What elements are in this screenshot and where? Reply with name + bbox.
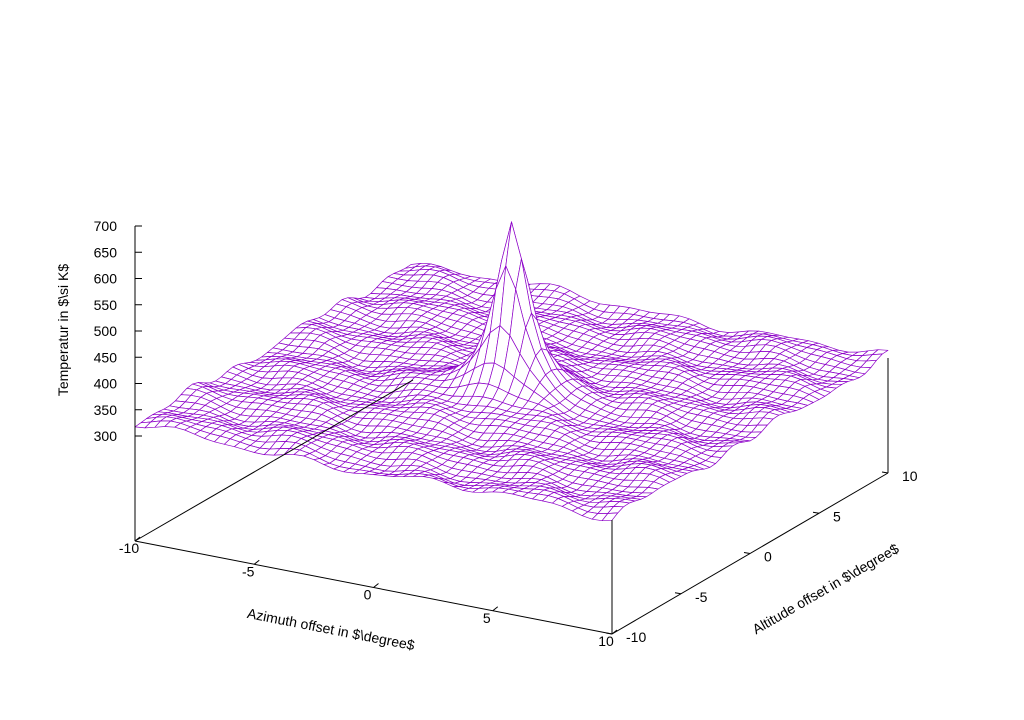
tick-layer: 300 350 400 450 500 550 600 650 700 -10 -5 0 5 10 -10 -… <box>94 218 918 649</box>
y-tick-label: 5 <box>833 508 841 524</box>
x-tick-mark <box>492 606 499 612</box>
x-axis-title: Azimuth offset in $\degree$ <box>246 605 416 653</box>
z-tick-label: 400 <box>94 376 118 392</box>
z-tick-label: 600 <box>94 271 118 287</box>
z-tick-label: 550 <box>94 297 118 313</box>
x-tick-mark <box>611 629 618 635</box>
z-tick-label: 700 <box>94 218 118 234</box>
x-tick-mark <box>134 536 141 542</box>
x-tick-mark <box>373 583 379 588</box>
surface-cell <box>601 512 619 522</box>
y-tick-mark <box>812 511 820 514</box>
y-tick-mark <box>881 471 889 474</box>
y-tick-label: -10 <box>626 629 646 645</box>
floor-back-left-edge <box>134 379 414 542</box>
y-tick-label: -5 <box>695 589 708 605</box>
z-tick-label: 500 <box>94 323 118 339</box>
z-tick-label: 300 <box>94 428 118 444</box>
y-tick-mark <box>743 552 751 554</box>
y-tick-mark <box>674 592 682 595</box>
z-axis-title: Temperatur in $\si K$ <box>55 264 71 396</box>
surface-mesh <box>134 221 889 522</box>
x-tick-label: 10 <box>598 633 614 649</box>
z-tick-label: 450 <box>94 349 118 365</box>
y-tick-label: 0 <box>764 549 772 565</box>
y-tick-mark <box>605 632 613 635</box>
x-tick-mark <box>253 559 260 565</box>
y-tick-label: 10 <box>902 468 918 484</box>
x-tick-label: -5 <box>242 563 255 579</box>
x-tick-label: 5 <box>483 610 491 626</box>
x-tick-label: -10 <box>119 540 139 556</box>
z-tick-label: 350 <box>94 402 118 418</box>
x-tick-label: 0 <box>364 587 372 603</box>
z-tick-label: 650 <box>94 244 118 260</box>
y-axis-title: Altitude offset in $\degree$ <box>749 540 901 637</box>
